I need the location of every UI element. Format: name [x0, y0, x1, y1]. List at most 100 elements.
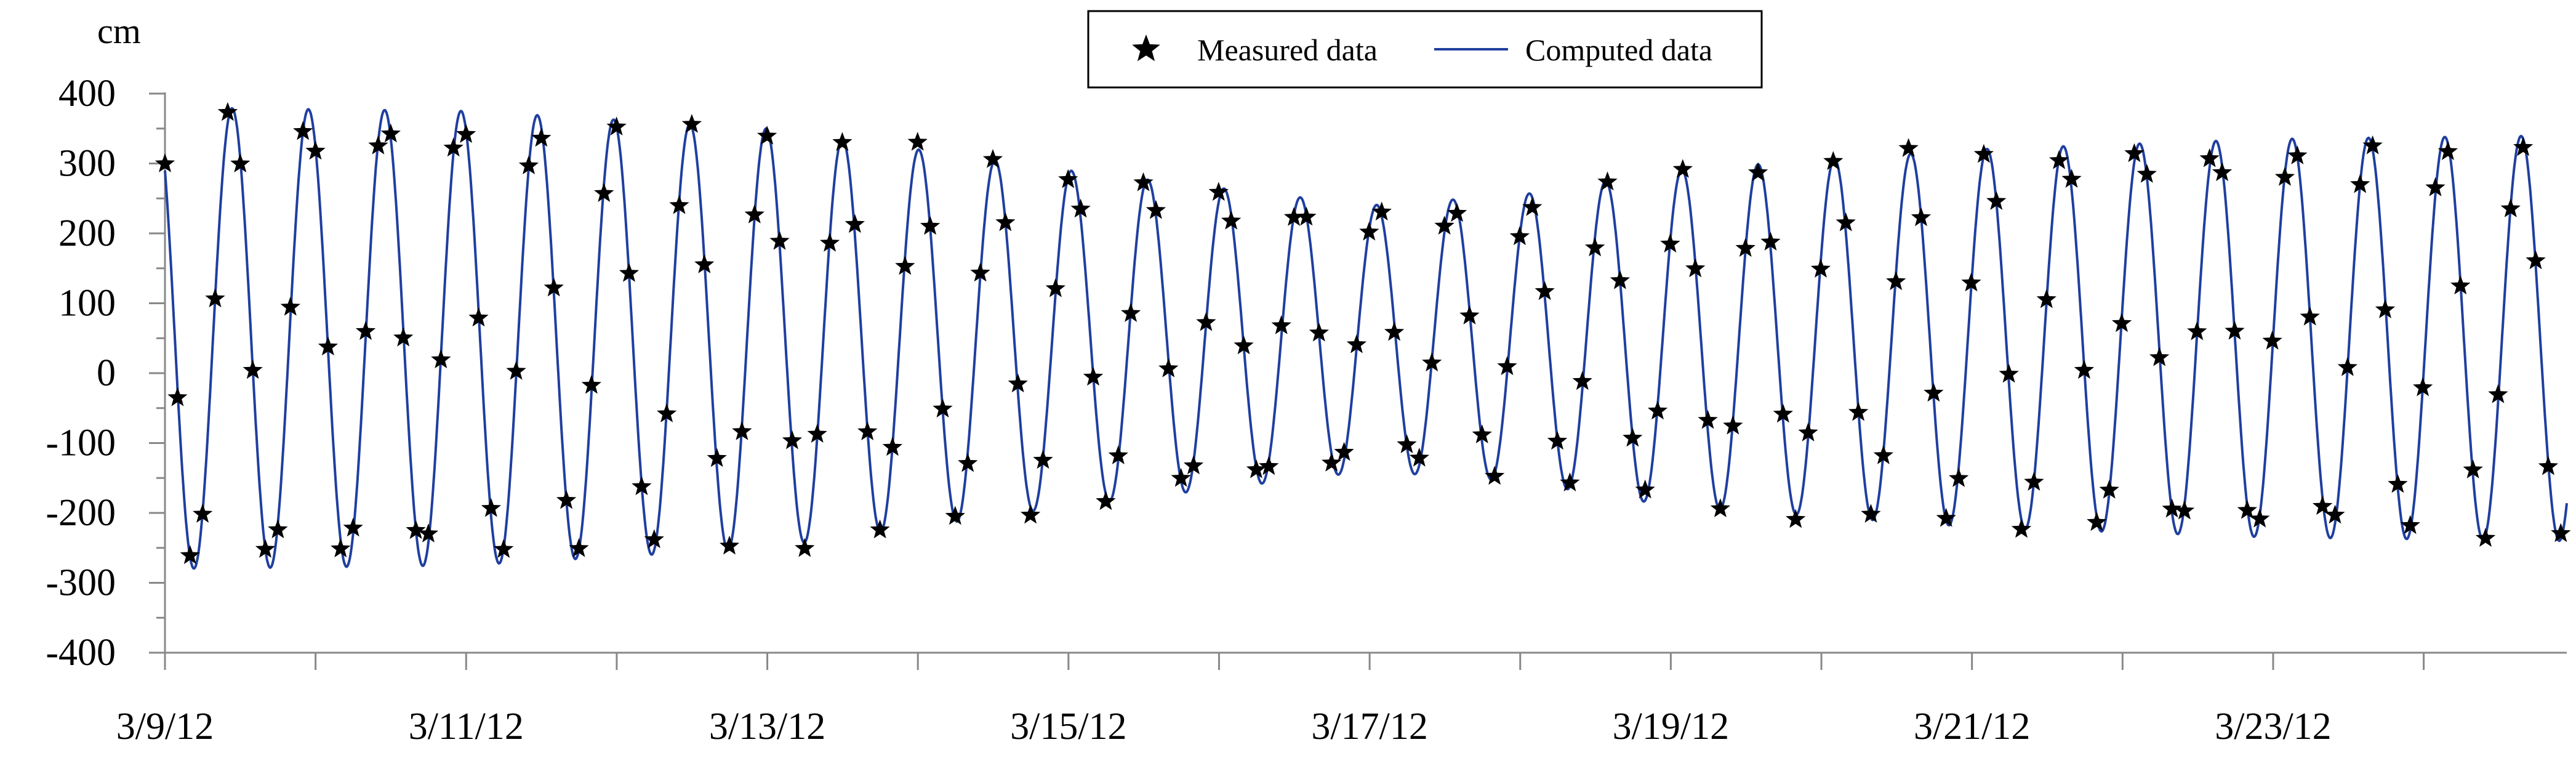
y-tick-label: 200: [58, 212, 116, 254]
computed-data-line: [164, 107, 2568, 570]
measured-data-star: [531, 127, 552, 147]
y-axis: 400 300 200 100 0 -100 -200 -300 -400: [46, 73, 166, 674]
y-tick-label: -100: [46, 422, 116, 464]
measured-data-star: [744, 204, 764, 224]
measured-data-star: [1873, 445, 1893, 464]
measured-data-star: [2111, 313, 2132, 333]
measured-data-star: [1823, 151, 1844, 170]
measured-data-star: [1936, 507, 1956, 527]
measured-data-star: [293, 121, 313, 140]
x-tick-label: 3/17/12: [1311, 706, 1427, 748]
measured-data-star: [1735, 238, 1755, 257]
measured-data-star: [1810, 259, 1831, 278]
y-tick-label: 300: [58, 143, 116, 185]
y-tick-label: -400: [46, 632, 116, 674]
measured-data-star: [2350, 174, 2370, 193]
measured-data-star: [1259, 456, 1279, 475]
measured-data-star: [2099, 480, 2119, 499]
measured-data-star: [167, 387, 188, 406]
measured-data-star: [1234, 335, 1254, 355]
measured-data-star: [757, 126, 777, 145]
computed-data-line-group: [164, 107, 2568, 570]
measured-data-star: [2124, 143, 2145, 163]
measured-data-star: [2049, 150, 2069, 169]
measured-data-star: [719, 535, 740, 555]
measured-data-star: [2149, 347, 2170, 366]
measured-data-star: [1459, 305, 1480, 325]
measured-data-star: [1196, 312, 1216, 331]
measured-data-star: [857, 421, 878, 440]
measured-data-star: [845, 214, 865, 233]
x-tick-label: 3/11/12: [409, 706, 524, 748]
measured-data-star: [1283, 207, 1304, 226]
measured-data-star: [882, 437, 903, 456]
measured-data-star: [2526, 250, 2546, 270]
measured-data-star: [1786, 509, 1806, 528]
measured-data-star: [2162, 498, 2182, 518]
measured-data-star: [1409, 448, 1429, 467]
measured-data-star: [1359, 221, 1379, 241]
measured-data-star: [945, 506, 965, 525]
y-tick-label: 400: [58, 73, 116, 115]
measured-data-star: [782, 430, 803, 450]
measured-data-star: [1371, 201, 1392, 221]
measured-data-star: [243, 360, 263, 379]
measured-data-star: [970, 262, 990, 282]
measured-data-star: [1434, 216, 1455, 235]
measured-data-star: [1171, 467, 1191, 487]
measured-data-star: [255, 539, 276, 558]
measured-data-star: [2074, 360, 2095, 379]
measured-data-star: [2488, 384, 2508, 403]
measured-data-star: [205, 288, 225, 308]
measured-data-star: [920, 216, 941, 235]
measured-data-star: [2262, 330, 2282, 350]
measured-data-star: [2438, 141, 2458, 160]
measured-data-star: [1660, 233, 1680, 253]
measured-data-star: [368, 135, 388, 155]
measured-data-star: [2137, 164, 2157, 183]
measured-data-star: [1560, 472, 1580, 491]
measured-data-star: [1509, 226, 1530, 246]
measured-data-star: [180, 545, 200, 565]
measured-data-star: [355, 321, 376, 341]
y-tick-label: 100: [58, 283, 116, 325]
measured-data-star: [380, 123, 401, 143]
measured-data-star: [1986, 191, 2007, 210]
measured-data-star: [1045, 278, 1065, 297]
measured-data-star: [318, 336, 339, 356]
legend-star-icon: [1132, 34, 1160, 62]
measured-data-star: [1484, 466, 1505, 485]
measured-data-star: [217, 102, 238, 121]
y-tick-label: -200: [46, 492, 116, 534]
measured-data-star: [832, 132, 853, 151]
measured-data-star: [1522, 197, 1543, 216]
measured-data-star: [1836, 212, 1856, 232]
measured-data-star: [2538, 456, 2559, 475]
measured-data-star: [2237, 499, 2257, 519]
measured-data-star: [1346, 334, 1367, 353]
measured-data-star: [1973, 143, 1994, 163]
measured-data-star: [2362, 135, 2383, 155]
measured-data-star: [933, 398, 953, 417]
measured-data-star: [1547, 430, 1568, 450]
measured-data-star: [1083, 366, 1104, 386]
x-tick-label: 3/13/12: [709, 706, 825, 748]
measured-data-star: [154, 153, 175, 172]
measured-data-star: [305, 140, 326, 160]
measured-data-star: [280, 296, 300, 316]
measured-data-star: [1096, 491, 1116, 510]
measured-data-star: [1183, 455, 1204, 475]
legend-label-measured: Measured data: [1197, 33, 1378, 67]
measured-data-star: [1070, 198, 1091, 218]
measured-data-star: [2287, 145, 2308, 164]
legend: Measured data Computed data: [1087, 10, 1763, 89]
x-tick-label: 3/21/12: [1914, 706, 2030, 748]
measured-data-star: [1949, 468, 1969, 487]
measured-data-star: [1446, 203, 1467, 222]
measured-data-star: [1635, 479, 1655, 499]
measured-data-star: [1146, 200, 1166, 219]
measured-data-star: [2475, 528, 2496, 547]
measured-data-star: [594, 183, 614, 202]
measured-data-star: [443, 137, 463, 157]
